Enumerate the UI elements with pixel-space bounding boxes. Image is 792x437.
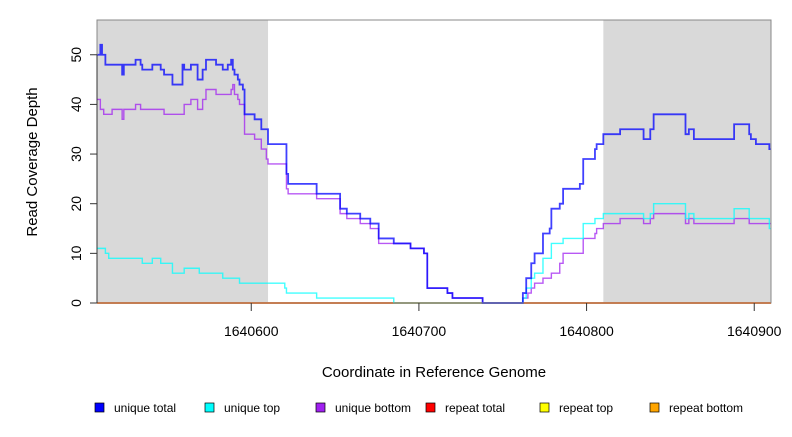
legend-item: repeat bottom xyxy=(649,401,743,415)
legend-item: unique total xyxy=(94,401,176,415)
legend-item: unique top xyxy=(204,401,280,415)
legend-label: unique total xyxy=(114,401,176,415)
legend-item: repeat total xyxy=(425,401,505,415)
x-tick-label: 1640900 xyxy=(727,323,782,339)
series-line-unique-total xyxy=(97,43,771,304)
legend-label: unique top xyxy=(224,401,280,415)
x-axis-label: Coordinate in Reference Genome xyxy=(322,364,546,381)
x-tick-label: 1640600 xyxy=(224,323,279,339)
legend-label: repeat total xyxy=(445,401,505,415)
legend-label: repeat top xyxy=(559,401,613,415)
legend-swatch xyxy=(315,402,326,413)
legend-label: unique bottom xyxy=(335,401,411,415)
legend-item: repeat top xyxy=(539,401,613,415)
series-line-unique-top xyxy=(97,203,771,304)
shaded-regions xyxy=(97,20,771,303)
series-line-unique-bottom xyxy=(97,83,771,304)
y-tick-label: 50 xyxy=(68,47,84,63)
y-tick-label: 0 xyxy=(68,299,84,307)
y-tick-label: 30 xyxy=(68,146,84,162)
legend-label: repeat bottom xyxy=(669,401,743,415)
legend-swatch xyxy=(539,402,550,413)
shaded-region xyxy=(603,20,771,303)
x-tick-label: 1640700 xyxy=(392,323,447,339)
legend: unique total unique top unique bottom repea… xyxy=(94,401,743,415)
y-tick-label: 10 xyxy=(68,245,84,261)
legend-item: unique bottom xyxy=(315,401,411,415)
legend-swatch xyxy=(94,402,105,413)
shaded-region xyxy=(97,20,269,303)
y-axis-label: Read Coverage Depth xyxy=(24,87,41,236)
legend-swatch xyxy=(204,402,215,413)
y-axis: 0 10 20 30 40 50 xyxy=(68,47,98,307)
legend-swatch xyxy=(649,402,660,413)
x-tick-label: 1640800 xyxy=(559,323,614,339)
y-tick-label: 20 xyxy=(68,196,84,212)
legend-swatch xyxy=(425,402,436,413)
y-tick-label: 40 xyxy=(68,96,84,112)
x-axis: 1640600 1640700 1640800 1640900 xyxy=(224,303,782,339)
